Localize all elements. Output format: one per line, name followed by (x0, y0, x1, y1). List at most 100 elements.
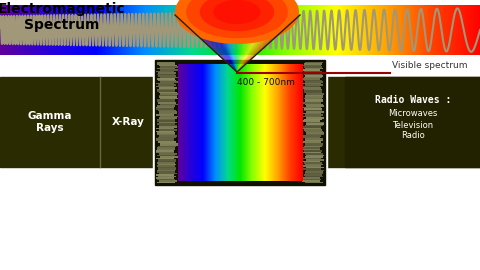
Bar (304, 129, 322, 130)
Bar (194, 64, 195, 181)
Polygon shape (237, 15, 252, 72)
Bar (129, 5, 131, 55)
Bar (187, 5, 189, 55)
Bar (277, 64, 278, 181)
Bar (44, 5, 46, 55)
Bar (73, 5, 74, 55)
Bar (185, 5, 187, 55)
Bar (45, 5, 47, 55)
Bar (219, 64, 220, 181)
Bar (7, 5, 9, 55)
Bar (304, 98, 322, 99)
Bar (182, 64, 183, 181)
Bar (339, 5, 340, 55)
Bar (27, 5, 28, 55)
Bar (226, 64, 227, 181)
Bar (231, 64, 232, 181)
Bar (120, 5, 121, 55)
Polygon shape (237, 15, 240, 72)
Bar (258, 64, 259, 181)
Bar (159, 111, 177, 113)
Bar (156, 179, 175, 180)
Bar (80, 5, 82, 55)
Polygon shape (237, 15, 238, 72)
Bar (200, 64, 201, 181)
Bar (282, 64, 283, 181)
Bar (346, 5, 348, 55)
Bar (351, 5, 352, 55)
Bar (159, 93, 178, 94)
Bar (361, 5, 362, 55)
Polygon shape (234, 15, 237, 72)
Bar (214, 5, 216, 55)
Polygon shape (237, 15, 269, 72)
Bar (449, 5, 451, 55)
Polygon shape (237, 15, 289, 72)
Polygon shape (237, 15, 264, 72)
Bar (436, 5, 437, 55)
Bar (261, 64, 262, 181)
Bar (179, 5, 180, 55)
Bar (234, 64, 235, 181)
Bar (254, 5, 255, 55)
Bar (153, 5, 155, 55)
Bar (456, 5, 457, 55)
Bar (293, 5, 295, 55)
Bar (266, 64, 267, 181)
Bar (211, 64, 212, 181)
Bar (214, 64, 215, 181)
Bar (192, 64, 193, 181)
Bar (283, 5, 285, 55)
Bar (156, 5, 157, 55)
Bar (187, 64, 188, 181)
Bar (312, 5, 313, 55)
Bar (221, 64, 223, 181)
Bar (186, 5, 188, 55)
Polygon shape (237, 15, 269, 72)
Bar (275, 5, 276, 55)
Bar (234, 5, 236, 55)
Bar (331, 5, 333, 55)
Polygon shape (237, 15, 243, 72)
Polygon shape (184, 15, 237, 72)
Bar (158, 167, 177, 168)
Bar (124, 5, 125, 55)
Bar (250, 5, 252, 55)
Bar (265, 5, 266, 55)
Bar (262, 5, 264, 55)
Bar (223, 64, 224, 181)
Bar (26, 5, 27, 55)
Bar (241, 64, 242, 181)
Polygon shape (229, 15, 237, 72)
Polygon shape (200, 0, 274, 31)
Bar (151, 5, 153, 55)
Bar (245, 64, 246, 181)
Bar (399, 5, 400, 55)
Bar (293, 64, 294, 181)
Bar (355, 5, 357, 55)
Bar (256, 64, 258, 181)
Bar (378, 5, 380, 55)
Bar (469, 5, 470, 55)
Bar (158, 161, 176, 162)
Polygon shape (223, 15, 237, 72)
Bar (169, 5, 170, 55)
Bar (158, 80, 176, 81)
Bar (196, 64, 197, 181)
Bar (263, 64, 264, 181)
Bar (243, 64, 244, 181)
Bar (203, 64, 204, 181)
Bar (222, 64, 223, 181)
Bar (356, 5, 358, 55)
Bar (157, 165, 175, 167)
Bar (188, 64, 189, 181)
Bar (248, 64, 249, 181)
Bar (214, 64, 215, 181)
Bar (149, 5, 151, 55)
Bar (157, 63, 175, 65)
Bar (210, 64, 211, 181)
Bar (57, 5, 59, 55)
Polygon shape (227, 15, 237, 72)
Bar (303, 141, 321, 143)
Bar (79, 5, 81, 55)
